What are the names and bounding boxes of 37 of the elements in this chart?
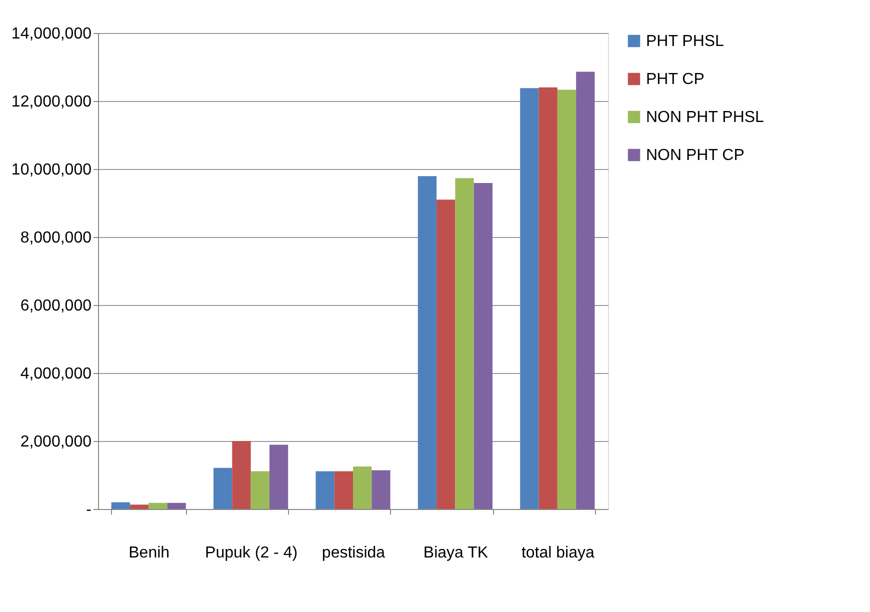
bar — [130, 504, 149, 509]
bar — [213, 468, 232, 509]
bar — [167, 502, 186, 509]
y-tick-label: 10,000,000 — [11, 162, 92, 178]
legend-label: NON PHT PHSL — [646, 109, 764, 126]
bar — [557, 90, 576, 509]
bar — [269, 444, 288, 509]
bar — [520, 88, 539, 509]
x-tick-label: Pupuk (2 - 4) — [205, 544, 298, 562]
y-tick-label: 8,000,000 — [20, 230, 92, 246]
y-tick-label: 2,000,000 — [20, 434, 92, 450]
bar — [250, 471, 270, 509]
bar — [111, 502, 130, 509]
x-tick-label: total biaya — [521, 544, 594, 562]
y-tick-label: 4,000,000 — [20, 366, 92, 382]
legend-label: PHT CP — [646, 71, 704, 88]
legend-label: NON PHT CP — [646, 147, 744, 164]
legend-label: PHT PHSL — [646, 33, 724, 50]
bar — [538, 87, 558, 509]
bar — [316, 471, 334, 509]
bar — [334, 471, 353, 509]
bar — [436, 200, 456, 509]
bar — [372, 470, 390, 509]
bar — [418, 176, 437, 509]
bar — [148, 502, 168, 509]
x-tick-label: Benih — [128, 544, 170, 562]
y-tick-label: 12,000,000 — [11, 94, 92, 110]
bar — [474, 182, 493, 509]
bar — [455, 178, 474, 509]
bar — [232, 441, 251, 509]
bar — [576, 72, 595, 509]
x-tick-label: Biaya TK — [423, 544, 488, 562]
bar — [353, 466, 372, 509]
y-tick-label: 14,000,000 — [11, 26, 92, 42]
x-tick-label: pestisida — [322, 544, 386, 562]
y-tick-label: 6,000,000 — [20, 298, 92, 314]
y-tick-label: - — [86, 502, 92, 518]
